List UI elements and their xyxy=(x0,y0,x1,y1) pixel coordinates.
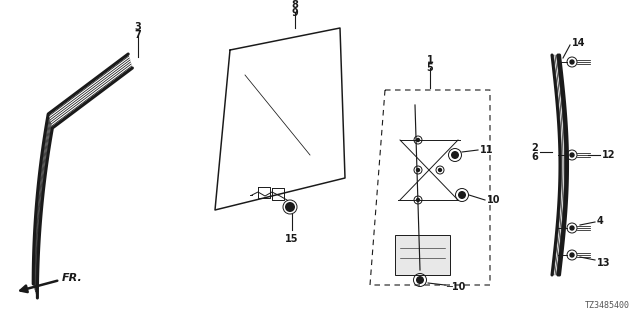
Text: 14: 14 xyxy=(572,38,586,48)
Circle shape xyxy=(417,198,419,202)
Circle shape xyxy=(570,153,574,157)
Text: 7: 7 xyxy=(134,30,141,40)
Circle shape xyxy=(416,276,424,284)
Circle shape xyxy=(417,139,419,141)
Circle shape xyxy=(458,191,466,199)
Text: 1: 1 xyxy=(427,55,433,65)
Text: 8: 8 xyxy=(292,0,298,10)
Text: 10: 10 xyxy=(487,195,500,205)
Text: 5: 5 xyxy=(427,63,433,73)
Text: 12: 12 xyxy=(602,150,616,160)
Circle shape xyxy=(285,202,295,212)
Text: 3: 3 xyxy=(134,22,141,32)
Text: 11: 11 xyxy=(480,145,493,155)
Text: 4: 4 xyxy=(597,216,604,226)
Text: 15: 15 xyxy=(285,234,299,244)
Circle shape xyxy=(570,60,574,64)
Bar xyxy=(395,235,450,275)
Circle shape xyxy=(570,226,574,230)
Text: 6: 6 xyxy=(531,152,538,162)
Text: 13: 13 xyxy=(597,258,611,268)
Circle shape xyxy=(438,169,442,172)
Circle shape xyxy=(417,169,419,172)
Text: 2: 2 xyxy=(531,143,538,153)
Text: FR.: FR. xyxy=(62,273,83,283)
Text: ─10: ─10 xyxy=(446,282,465,292)
Circle shape xyxy=(570,253,574,257)
Circle shape xyxy=(451,151,459,159)
Text: TZ3485400: TZ3485400 xyxy=(585,301,630,310)
Text: 9: 9 xyxy=(292,8,298,18)
